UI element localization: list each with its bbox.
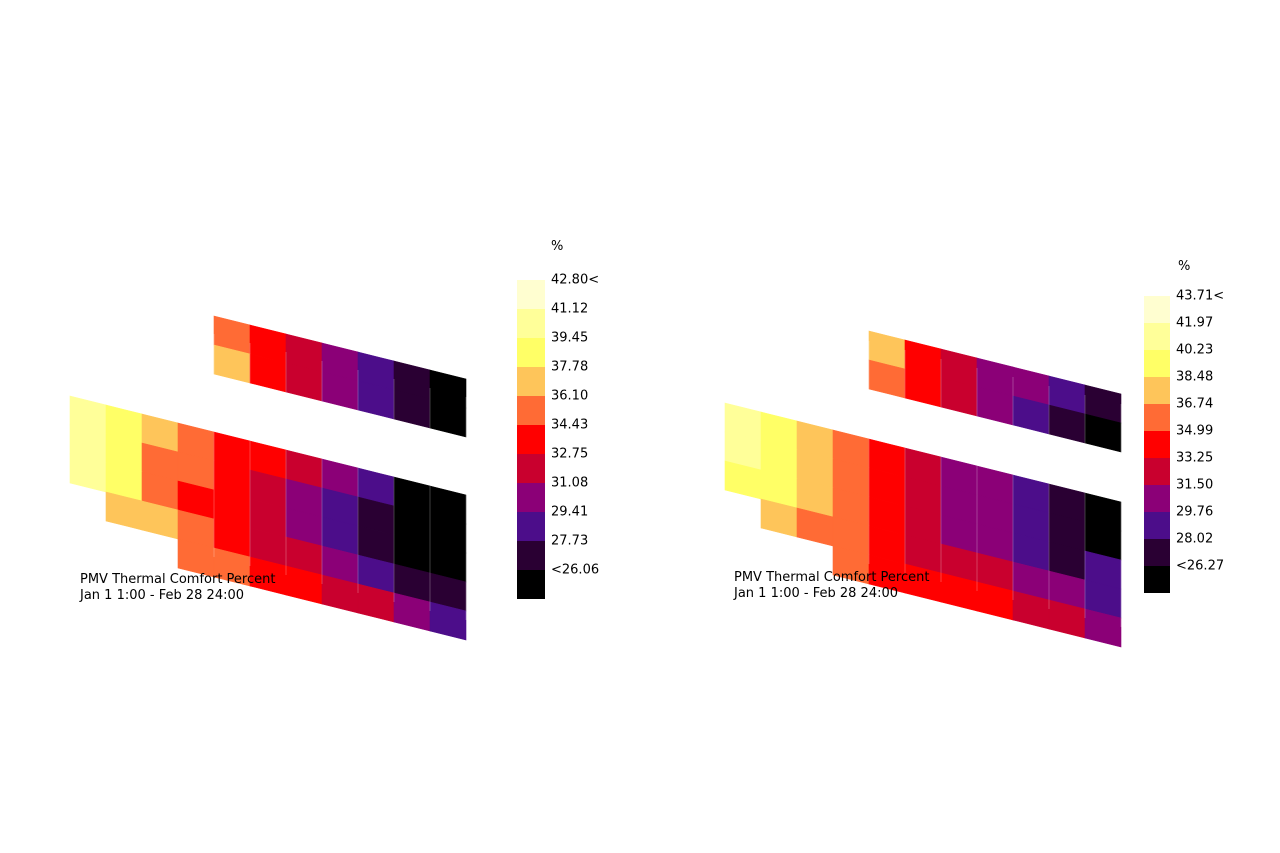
caption-left: PMV Thermal Comfort Percent Jan 1 1:00 -… (80, 572, 275, 604)
legend-tick-label: 40.23 (1176, 343, 1213, 358)
chart-subtitle-left: Jan 1 1:00 - Feb 28 24:00 (80, 588, 245, 603)
legend-swatch (1144, 566, 1170, 593)
legend-swatch (517, 512, 545, 541)
legend-swatch (517, 425, 545, 454)
legend-tick-label: 41.97 (1176, 316, 1213, 331)
legend-tick-label: 41.12 (551, 302, 588, 317)
legend-unit-label: % (1178, 259, 1190, 274)
legend-swatch (1144, 431, 1170, 458)
heatmap-cell (1084, 608, 1122, 648)
legend-tick-label: 31.50 (1176, 478, 1213, 493)
legend-swatch (517, 570, 545, 599)
legend-swatch (517, 396, 545, 425)
caption-right: PMV Thermal Comfort Percent Jan 1 1:00 -… (734, 570, 929, 602)
legend-tick-label: <26.27 (1176, 559, 1224, 574)
legend-swatch (1144, 377, 1170, 404)
legend-swatch (517, 483, 545, 512)
heatmap-cell (429, 601, 467, 641)
heatmap-chart-right: % 43.71< 41.97 40.23 38.48 36.74 34.99 33.25 31.… (724, 259, 1224, 648)
legend-tick-label: 28.02 (1176, 532, 1213, 547)
legend-swatch (517, 454, 545, 483)
legend-tick-label: 31.08 (551, 476, 588, 491)
legend-tick-label: 34.99 (1176, 424, 1213, 439)
legend-tick-label: 29.76 (1176, 505, 1213, 520)
legend-tick-label: 42.80< (551, 273, 599, 288)
chart-subtitle-right: Jan 1 1:00 - Feb 28 24:00 (734, 586, 899, 601)
legend-swatch (517, 309, 545, 338)
legend-swatch (517, 280, 545, 309)
legend-tick-label: 32.75 (551, 447, 588, 462)
legend-swatch (1144, 539, 1170, 566)
legend-tick-label: 33.25 (1176, 451, 1213, 466)
legend-tick-label: 27.73 (551, 534, 588, 549)
legend-tick-label: 29.41 (551, 505, 588, 520)
heatmap-cell (429, 398, 467, 438)
legend-swatch (1144, 404, 1170, 431)
legend-tick-label: 34.43 (551, 418, 588, 433)
legend-swatch (1144, 350, 1170, 377)
chart-title-left: PMV Thermal Comfort Percent (80, 572, 276, 587)
legend-tick-label: 36.10 (551, 389, 588, 404)
legend-swatch (1144, 296, 1170, 323)
heatmap-chart-left: % 42.80< 41.12 39.45 37.78 36.10 34.43 32.75 31.… (69, 239, 599, 641)
legend-tick-label: 37.78 (551, 360, 588, 375)
legend-swatch (517, 367, 545, 396)
legend-tick-label: 36.74 (1176, 397, 1213, 412)
legend-tick-label: 43.71< (1176, 289, 1224, 304)
legend-swatch (1144, 512, 1170, 539)
legend-unit-label: % (551, 239, 563, 254)
legend-swatch (1144, 323, 1170, 350)
legend-swatch (517, 338, 545, 367)
heatmap-cell (1084, 413, 1122, 453)
legend-swatch (1144, 485, 1170, 512)
legend-tick-label: <26.06 (551, 563, 599, 578)
legend-tick-label: 38.48 (1176, 370, 1213, 385)
legend-tick-label: 39.45 (551, 331, 588, 346)
legend-swatch (1144, 458, 1170, 485)
legend-swatch (517, 541, 545, 570)
chart-title-right: PMV Thermal Comfort Percent (734, 570, 930, 585)
